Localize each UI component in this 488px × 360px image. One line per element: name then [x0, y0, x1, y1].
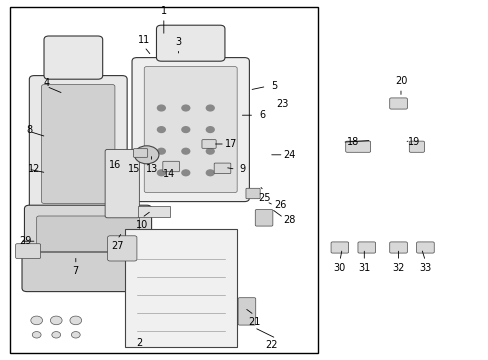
Text: 14: 14 — [162, 169, 175, 179]
Text: 9: 9 — [239, 164, 245, 174]
Text: 20: 20 — [394, 76, 407, 86]
Text: 2: 2 — [136, 338, 142, 348]
Text: 27: 27 — [111, 241, 123, 251]
FancyBboxPatch shape — [357, 242, 375, 253]
Circle shape — [157, 170, 165, 176]
FancyBboxPatch shape — [44, 36, 102, 79]
Text: 11: 11 — [138, 35, 150, 45]
Text: 25: 25 — [257, 193, 270, 203]
Circle shape — [50, 316, 62, 325]
FancyBboxPatch shape — [107, 236, 137, 261]
FancyBboxPatch shape — [416, 242, 433, 253]
Text: 28: 28 — [283, 215, 295, 225]
Circle shape — [182, 170, 189, 176]
Bar — [10, 7, 317, 353]
Circle shape — [206, 170, 214, 176]
Circle shape — [157, 127, 165, 132]
Circle shape — [206, 127, 214, 132]
FancyBboxPatch shape — [408, 141, 424, 152]
FancyBboxPatch shape — [345, 141, 370, 152]
Text: 24: 24 — [283, 150, 295, 160]
Text: 22: 22 — [264, 340, 277, 350]
FancyBboxPatch shape — [144, 67, 237, 193]
FancyBboxPatch shape — [37, 216, 139, 256]
Text: 8: 8 — [26, 125, 32, 135]
Text: 15: 15 — [128, 164, 141, 174]
Circle shape — [206, 105, 214, 111]
FancyBboxPatch shape — [124, 229, 237, 347]
Circle shape — [182, 148, 189, 154]
FancyBboxPatch shape — [163, 161, 179, 172]
Text: 26: 26 — [273, 200, 285, 210]
Circle shape — [182, 105, 189, 111]
Circle shape — [71, 332, 80, 338]
FancyBboxPatch shape — [389, 242, 407, 253]
Circle shape — [70, 316, 81, 325]
Text: 21: 21 — [247, 317, 260, 327]
FancyBboxPatch shape — [41, 85, 115, 203]
Text: 19: 19 — [407, 137, 420, 147]
Text: 16: 16 — [108, 160, 121, 170]
FancyBboxPatch shape — [214, 163, 230, 174]
Circle shape — [52, 332, 61, 338]
Text: 7: 7 — [73, 266, 79, 276]
Circle shape — [157, 148, 165, 154]
FancyBboxPatch shape — [156, 25, 224, 61]
Circle shape — [206, 148, 214, 154]
FancyBboxPatch shape — [389, 98, 407, 109]
Text: 33: 33 — [418, 263, 431, 273]
FancyBboxPatch shape — [238, 298, 255, 325]
Text: 10: 10 — [135, 220, 148, 230]
FancyBboxPatch shape — [105, 149, 139, 218]
FancyBboxPatch shape — [245, 188, 260, 199]
FancyBboxPatch shape — [132, 58, 249, 202]
Circle shape — [32, 332, 41, 338]
Text: 32: 32 — [391, 263, 404, 273]
FancyBboxPatch shape — [22, 252, 139, 292]
Text: 17: 17 — [224, 139, 237, 149]
Circle shape — [31, 316, 42, 325]
Circle shape — [157, 105, 165, 111]
Text: 1: 1 — [161, 6, 166, 16]
Text: 30: 30 — [333, 263, 346, 273]
Text: 18: 18 — [346, 137, 359, 147]
Text: 5: 5 — [271, 81, 277, 91]
FancyBboxPatch shape — [16, 244, 41, 258]
Text: 6: 6 — [259, 110, 265, 120]
FancyBboxPatch shape — [202, 140, 216, 148]
FancyBboxPatch shape — [255, 210, 272, 226]
FancyBboxPatch shape — [24, 205, 151, 263]
Text: 13: 13 — [145, 164, 158, 174]
FancyBboxPatch shape — [330, 242, 348, 253]
Text: 23: 23 — [276, 99, 288, 109]
FancyBboxPatch shape — [29, 76, 127, 212]
Text: 3: 3 — [175, 37, 181, 47]
Circle shape — [182, 127, 189, 132]
FancyBboxPatch shape — [138, 206, 169, 217]
Text: 31: 31 — [357, 263, 370, 273]
Text: 29: 29 — [20, 236, 32, 246]
Text: 4: 4 — [43, 78, 49, 88]
FancyBboxPatch shape — [133, 149, 147, 157]
Circle shape — [134, 146, 159, 164]
Text: 12: 12 — [28, 164, 41, 174]
